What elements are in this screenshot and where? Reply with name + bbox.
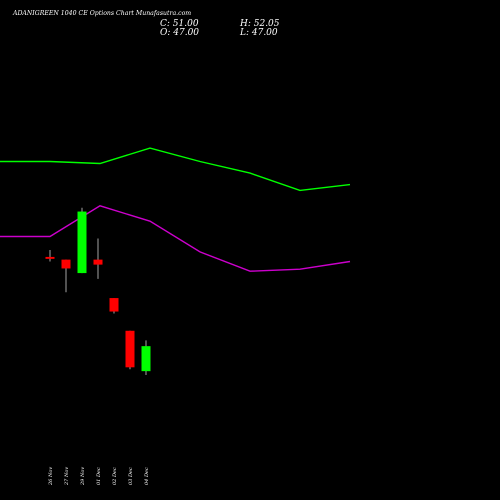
candle-body	[45, 256, 55, 259]
candle-body	[93, 259, 103, 265]
candle-03-dec	[125, 330, 135, 370]
candle-27-nov	[61, 259, 71, 293]
x-tick-label: 01 Dec	[96, 467, 102, 485]
candle-body	[125, 330, 135, 368]
x-tick-label: 02 Dec	[112, 467, 118, 485]
candles	[45, 207, 151, 375]
high-value: H: 52.05	[240, 19, 280, 29]
indicator-line-2	[0, 205, 351, 272]
close-value: C: 51.00	[160, 19, 199, 29]
x-tick-label: 29 Nov	[80, 467, 86, 486]
candle-body	[77, 211, 87, 274]
candle-02-dec	[109, 298, 119, 314]
x-tick-label: 26 Nov	[48, 467, 54, 486]
x-axis-labels: 26 Nov 27 Nov 29 Nov 01 Dec 02 Dec 03 Dec 04 D…	[48, 467, 150, 486]
candle-04-dec	[141, 340, 151, 375]
x-tick-label: 27 Nov	[64, 467, 70, 486]
indicator-line-1	[0, 147, 351, 192]
candle-29-nov	[77, 207, 87, 274]
candle-body	[61, 259, 71, 269]
candle-26-nov	[45, 250, 55, 262]
candle-01-dec	[93, 238, 103, 279]
candle-body	[109, 298, 119, 312]
x-tick-label: 03 Dec	[128, 467, 134, 485]
chart-title: ADANIGREEN 1040 CE Options Chart Munafas…	[13, 10, 192, 17]
low-value: L: 47.00	[240, 28, 278, 38]
candle-body	[141, 346, 151, 372]
indicator-lines	[0, 147, 351, 272]
x-tick-label: 04 Dec	[144, 467, 150, 485]
open-value: O: 47.00	[160, 28, 200, 38]
